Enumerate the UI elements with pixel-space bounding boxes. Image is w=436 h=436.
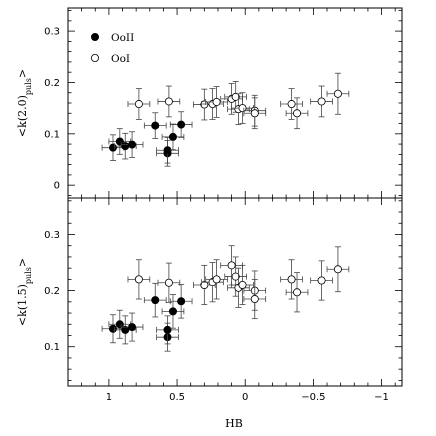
y-axis-label-bottom: <k(1.5)puls> [16, 258, 33, 326]
data-point [326, 246, 350, 293]
marker-filled [151, 296, 160, 305]
marker-filled [128, 323, 137, 332]
marker-open [250, 295, 259, 304]
data-point [243, 97, 267, 130]
data-point [156, 137, 179, 164]
marker-open [293, 109, 302, 118]
data-point [201, 88, 224, 120]
data-point [157, 262, 181, 303]
data-point [310, 260, 333, 301]
panel-top: 0 0.1 0.2 0.3 OoII OoI [44, 7, 403, 199]
marker-filled [163, 146, 172, 155]
marker-open [164, 97, 173, 106]
data-point [120, 312, 144, 342]
y-axis-label-top: <k(2.0)puls> [16, 69, 33, 137]
x-axis-label: HB [225, 417, 243, 430]
marker-open [200, 100, 209, 109]
data-point [243, 278, 267, 320]
data-point [120, 131, 144, 158]
data-point [157, 85, 181, 118]
marker-open [134, 100, 143, 109]
x-tick-label: 0.5 [169, 392, 185, 403]
data-point [161, 123, 185, 151]
marker-filled [115, 320, 124, 329]
data-point [227, 267, 250, 308]
marker-open [317, 97, 326, 106]
marker-open [333, 265, 342, 274]
marker-open [238, 280, 247, 289]
data-point [280, 88, 303, 120]
data-point [108, 128, 132, 155]
panel-bottom: 0.1 0.2 0.3 1 0.5 0 −0.5 −1 [44, 197, 403, 403]
x-tick-label: 0 [242, 392, 248, 403]
marker-filled [108, 324, 117, 333]
data-point [169, 284, 193, 319]
data-point [205, 259, 228, 300]
y-tick-label: 0.3 [44, 230, 60, 241]
marker-open [231, 272, 240, 281]
marker-open [317, 276, 326, 285]
marker-filled [151, 121, 160, 130]
marker-filled [128, 140, 137, 149]
data-point [143, 282, 167, 318]
y-tick-label: 0.2 [44, 286, 60, 297]
marker-open [231, 92, 240, 101]
marker-open [227, 261, 236, 270]
marker-filled [115, 137, 124, 146]
y-tick-label: 0.1 [44, 129, 60, 140]
data-point [201, 262, 224, 303]
data-point [127, 259, 151, 300]
marker-open [164, 278, 173, 287]
legend: OoII OoI [91, 32, 134, 65]
marker-open [212, 97, 221, 106]
marker-open [134, 275, 143, 284]
marker-open [212, 275, 221, 284]
marker-open [333, 89, 342, 98]
data-point [224, 256, 247, 297]
marker-filled [168, 132, 177, 141]
y-tick-label: 0 [54, 181, 60, 192]
y-tick-label: 0.3 [44, 27, 60, 38]
data-point [310, 85, 333, 118]
y-tick-label: 0.2 [44, 78, 60, 89]
data-point [169, 111, 193, 138]
legend-label: OoII [111, 32, 134, 44]
marker-filled [121, 142, 130, 151]
plot-frame [67, 197, 403, 387]
data-point [127, 88, 151, 120]
data-point [205, 86, 228, 118]
data-point [285, 97, 309, 130]
data-point [101, 134, 125, 161]
marker-filled [177, 297, 186, 306]
x-tick-label: −0.5 [301, 392, 325, 403]
data-point [161, 294, 185, 329]
marker-open [293, 288, 302, 297]
data-point [231, 92, 254, 124]
marker-open [287, 100, 296, 109]
data-point [326, 72, 350, 115]
data-point [143, 112, 167, 139]
marker-filled [121, 325, 130, 334]
marker-filled [168, 307, 177, 316]
legend-marker-open [91, 54, 100, 63]
legend-label: OoI [111, 53, 130, 65]
legend-marker-filled [91, 33, 100, 42]
data-point [280, 259, 303, 300]
marker-filled [163, 325, 172, 334]
data-point [156, 315, 179, 345]
data-point [285, 272, 309, 313]
marker-open [238, 104, 247, 113]
marker-filled [108, 143, 117, 152]
marker-open [200, 280, 209, 289]
marker-open [287, 275, 296, 284]
data-point [108, 309, 132, 339]
marker-open [250, 109, 259, 118]
y-tick-label: 0.1 [44, 342, 60, 353]
x-tick-label: 1 [106, 392, 112, 403]
marker-filled [177, 120, 186, 129]
x-tick-label: −1 [374, 392, 389, 403]
